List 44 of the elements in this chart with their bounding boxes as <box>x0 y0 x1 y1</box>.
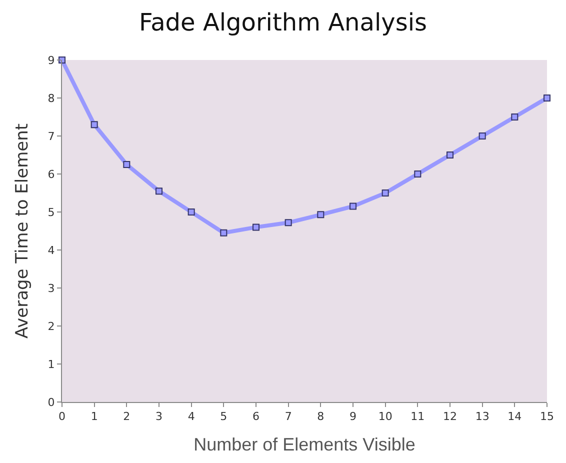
x-tick-label: 10 <box>378 410 392 424</box>
x-tick-label: 13 <box>475 410 490 424</box>
x-tick-label: 7 <box>284 410 292 424</box>
y-tick-label: 0 <box>48 396 55 409</box>
point <box>414 170 422 178</box>
y-tick-label: 5 <box>48 206 55 219</box>
x-tick-label: 2 <box>123 410 130 424</box>
chart-title: Fade Algorithm Analysis <box>139 8 427 37</box>
x-tick-label: 9 <box>350 410 356 424</box>
y-tick-label: 3 <box>48 282 55 295</box>
y-tick-label: 8 <box>48 92 55 105</box>
point <box>188 208 195 216</box>
y-tick-label: 4 <box>48 244 55 257</box>
point <box>156 188 162 195</box>
y-axis-title: Average Time to Element <box>12 123 32 339</box>
point <box>123 161 130 168</box>
y-tick-label: 1 <box>48 358 55 371</box>
point <box>317 211 324 218</box>
point <box>511 114 518 120</box>
point <box>382 190 389 196</box>
y-tick-label: 2 <box>48 320 55 333</box>
x-axis-title: Number of Elements Visible <box>194 434 416 454</box>
x-tick-label: 4 <box>188 410 195 424</box>
x-tick-label: 1 <box>90 410 98 424</box>
point <box>90 121 98 128</box>
x-tick-label: 15 <box>540 410 554 424</box>
point <box>350 202 356 210</box>
point <box>252 224 260 231</box>
point <box>478 132 486 140</box>
y-tick-label: 6 <box>48 168 55 181</box>
point <box>544 94 550 102</box>
x-tick-label: 0 <box>58 410 66 424</box>
x-tick-label: 8 <box>317 410 324 424</box>
x-tick-label: 6 <box>252 410 260 424</box>
x-tick-label: 14 <box>508 410 522 424</box>
x-tick-label: 5 <box>220 410 228 424</box>
x-tick-label: 3 <box>156 410 162 424</box>
point <box>284 219 292 226</box>
y-tick-label: 7 <box>48 130 55 143</box>
x-tick-label: 11 <box>410 410 425 424</box>
point <box>446 152 454 158</box>
x-tick-label: 12 <box>443 410 457 424</box>
point <box>220 229 228 236</box>
y-tick-label: 9 <box>48 54 55 67</box>
